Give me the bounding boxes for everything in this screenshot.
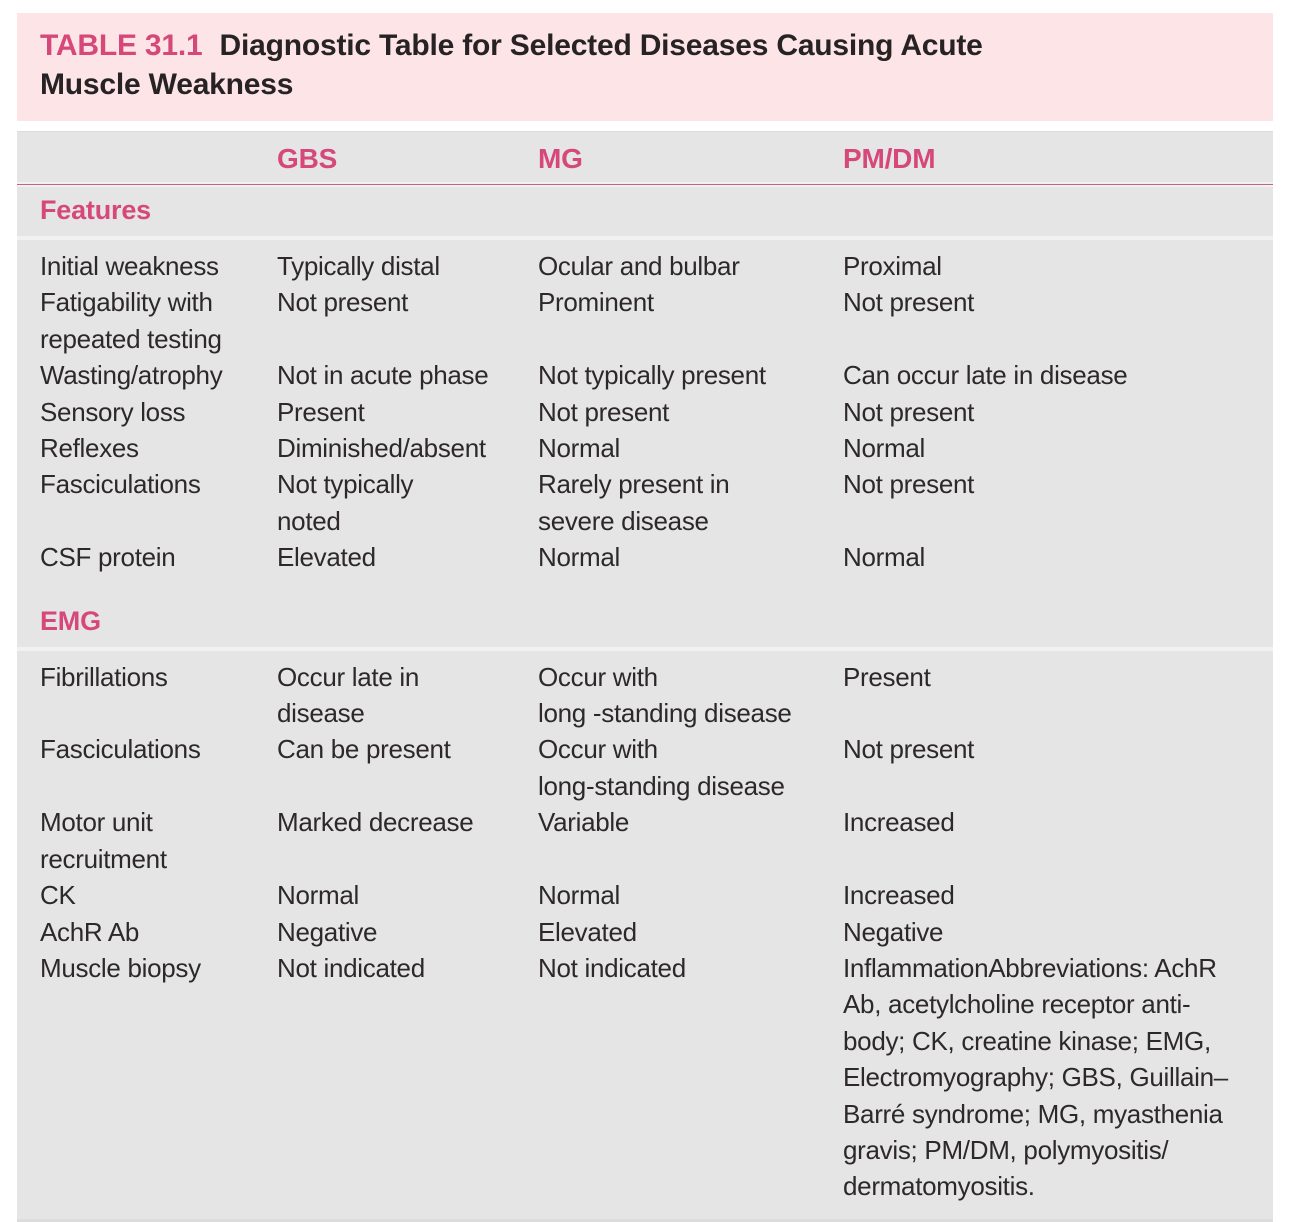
table-row: Fasciculations Can be present Occur with l…: [40, 731, 1253, 804]
value-cell: Normal: [843, 433, 925, 464]
value-cell: Prominent: [538, 287, 654, 318]
value-cell: Occur late in disease: [277, 661, 420, 729]
value-cell: Normal: [843, 542, 925, 573]
value-cell: Not typically present: [538, 360, 766, 391]
value-cell: Occur with long -standing disease: [538, 661, 792, 729]
column-header-empty: [40, 143, 277, 175]
table-body: GBS MG PM/DM Features Initial weakness Ty…: [17, 131, 1273, 1222]
column-header-pmdm: PM/DM: [843, 143, 936, 174]
value-cell: Diminished/absent: [277, 433, 486, 464]
diagnostic-table: TABLE 31.1 Diagnostic Table for Selected …: [17, 13, 1273, 1222]
table-row: Wasting/atrophy Not in acute phase Not typ…: [40, 357, 1253, 393]
feature-label: Fibrillations: [40, 661, 168, 692]
feature-label: Wasting/atrophy: [40, 360, 223, 391]
column-header-gbs: GBS: [277, 143, 338, 174]
value-cell: Variable: [538, 807, 630, 838]
value-cell: Present: [843, 661, 931, 692]
value-cell: Present: [277, 396, 365, 427]
pink-divider: [17, 646, 1273, 651]
feature-label: Sensory loss: [40, 396, 186, 427]
table-row: Fasciculations Not typically noted Rarely …: [40, 466, 1253, 539]
value-cell: Can occur late in disease: [843, 360, 1128, 391]
value-cell: Rarely present in severe disease: [538, 469, 730, 536]
section-header-emg: EMG: [40, 605, 101, 636]
feature-label: Reflexes: [40, 433, 139, 464]
section-features-rows: Initial weakness Typically distal Ocular a…: [17, 240, 1273, 576]
value-cell: Marked decrease: [277, 807, 474, 838]
pink-divider: [17, 182, 1273, 187]
value-cell: Negative: [843, 916, 944, 947]
value-cell: Ocular and bulbar: [538, 251, 740, 281]
table-row: Fibrillations Occur late in disease Occur …: [40, 659, 1253, 732]
value-cell: Normal: [538, 880, 620, 911]
table-row: Reflexes Diminished/absent Normal Normal: [40, 430, 1253, 466]
value-cell: Not indicated: [538, 952, 686, 983]
feature-label: Fatigability with repeated testing: [40, 287, 222, 354]
table-row: Initial weakness Typically distal Ocular a…: [40, 248, 1253, 284]
value-cell: Not in acute phase: [277, 360, 489, 391]
feature-label: CK: [40, 880, 76, 911]
value-cell: Increased: [843, 880, 955, 911]
value-cell: Not present: [538, 396, 670, 427]
value-cell: Elevated: [277, 542, 376, 573]
table-row: Fatigability with repeated testing Not pr…: [40, 284, 1253, 357]
feature-label: Motor unit recruitment: [40, 807, 167, 874]
table-title-bar: TABLE 31.1 Diagnostic Table for Selected …: [17, 13, 1273, 121]
feature-label: Fasciculations: [40, 734, 201, 765]
column-header-mg: MG: [538, 143, 583, 174]
table-row: Motor unit recruitment Marked decrease Var…: [40, 804, 1253, 877]
feature-label: AchR Ab: [40, 916, 140, 947]
table-row: Sensory loss Present Not present Not presen…: [40, 394, 1253, 430]
feature-label: Initial weakness: [40, 251, 219, 281]
value-cell: Negative: [277, 916, 378, 947]
section-emg-rows: Fibrillations Occur late in disease Occur …: [17, 651, 1273, 1207]
table-row: Muscle biopsy Not indicated Not indicated I…: [40, 950, 1253, 1205]
value-cell: Not present: [843, 734, 975, 765]
value-cell: Can be present: [277, 734, 451, 765]
value-cell: Occur with long-standing disease: [538, 734, 785, 801]
value-cell: Elevated: [538, 916, 637, 947]
value-cell: InflammationAbbreviations: AchR Ab, acet…: [843, 952, 1228, 1202]
table-row: AchR Ab Negative Elevated Negative: [40, 914, 1253, 950]
value-cell: Not present: [843, 469, 975, 500]
table-row: CSF protein Elevated Normal Normal: [40, 539, 1253, 575]
pink-divider: [17, 236, 1273, 240]
value-cell: Not present: [277, 287, 409, 318]
feature-label: Muscle biopsy: [40, 952, 201, 983]
value-cell: Not present: [843, 396, 975, 427]
value-cell: Proximal: [843, 251, 942, 281]
value-cell: Typically distal: [277, 251, 440, 281]
table-number-label: TABLE 31.1: [40, 29, 203, 62]
value-cell: Normal: [538, 542, 620, 573]
value-cell: Normal: [538, 433, 620, 464]
feature-label: Fasciculations: [40, 469, 201, 500]
value-cell: Not present: [843, 287, 975, 318]
feature-label: CSF protein: [40, 542, 176, 573]
table-title: TABLE 31.1 Diagnostic Table for Selected …: [40, 26, 1100, 104]
section-header-features: Features: [40, 195, 151, 225]
value-cell: Not indicated: [277, 952, 425, 983]
value-cell: Normal: [277, 880, 359, 911]
table-title-text: Diagnostic Table for Selected Diseases C…: [40, 29, 983, 101]
table-row: CK Normal Normal Increased: [40, 877, 1253, 913]
value-cell: Not typically noted: [277, 469, 414, 536]
column-header-row: GBS MG PM/DM: [17, 132, 1273, 182]
value-cell: Increased: [843, 807, 955, 838]
